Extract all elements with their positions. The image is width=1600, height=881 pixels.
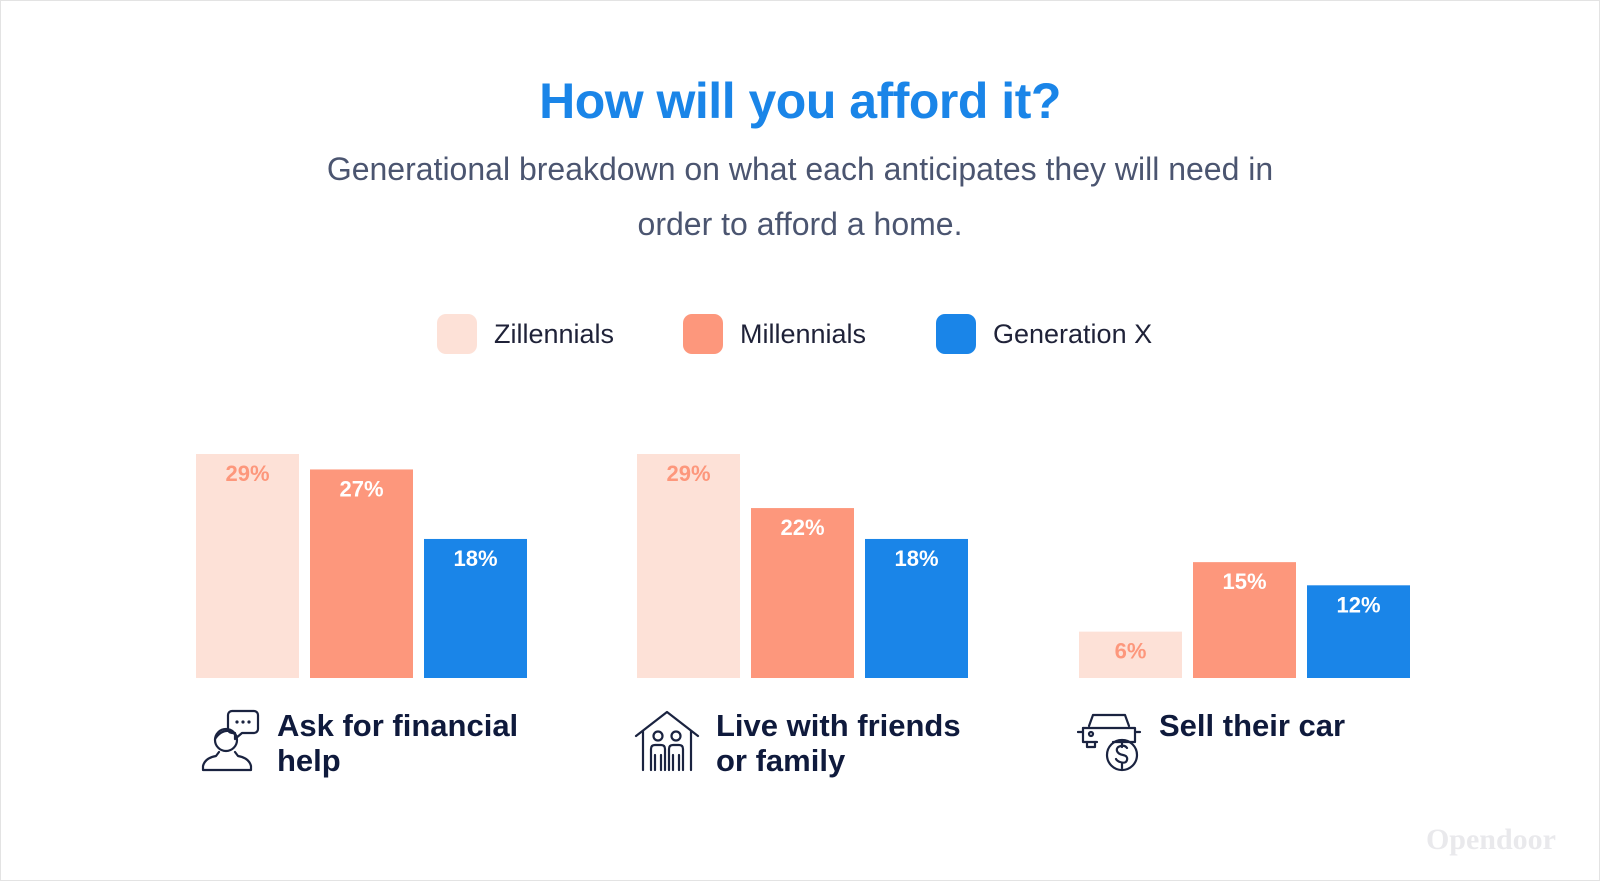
bar-label-millennials-2: 22% <box>780 515 824 540</box>
legend-item-zillennials: Zillennials <box>437 314 614 354</box>
legend-swatch-millennials <box>683 314 723 354</box>
bar-label-zillennials-1: 29% <box>225 461 269 486</box>
bar-label-zillennials-3: 6% <box>1115 639 1147 664</box>
legend-item-millennials: Millennials <box>683 314 866 354</box>
opendoor-logo: Opendoor <box>1425 823 1556 856</box>
category-label: Ask for financial help <box>277 708 519 778</box>
house-family-icon <box>634 710 700 772</box>
legend: Zillennials Millennials Generation X <box>0 314 1600 354</box>
legend-label-millennials: Millennials <box>740 318 867 349</box>
category-ask-for-financial-help: Ask for financial help <box>195 708 537 778</box>
person-speech-bubble-icon <box>201 709 260 772</box>
category-live-with-friends-or-family: Live with friends or family <box>634 708 976 778</box>
legend-swatch-generation-x <box>936 314 976 354</box>
bar-zillennials-2 <box>637 454 740 678</box>
chart-title: How will you afford it? <box>539 73 1061 129</box>
bar-label-generation-x-1: 18% <box>453 546 497 571</box>
chart-subtitle: Generational breakdown on what each anti… <box>326 151 1274 242</box>
car-dollar-icon <box>1077 713 1142 772</box>
category-label: Sell their car <box>1159 708 1346 743</box>
bar-label-generation-x-2: 18% <box>894 546 938 571</box>
bar-zillennials-3 <box>1079 631 1182 678</box>
legend-label-generation-x: Generation X <box>993 318 1153 349</box>
bar-millennials-1 <box>310 469 413 678</box>
bar-label-millennials-1: 27% <box>339 476 383 501</box>
bar-millennials-3 <box>1193 562 1296 678</box>
bar-generation-x-3 <box>1307 585 1410 678</box>
bar-generation-x-2 <box>865 538 968 678</box>
bar-label-millennials-3: 15% <box>1222 569 1266 594</box>
category-label: Live with friends or family <box>716 708 961 778</box>
legend-label-zillennials: Zillennials <box>494 318 615 349</box>
bar-label-zillennials-2: 29% <box>666 461 710 486</box>
bar-millennials-2 <box>751 508 854 678</box>
bar-zillennials-1 <box>196 454 299 678</box>
bar-label-generation-x-3: 12% <box>1336 592 1380 617</box>
bar-generation-x-1 <box>424 538 527 678</box>
legend-item-generation-x: Generation X <box>936 314 1152 354</box>
legend-swatch-zillennials <box>437 314 477 354</box>
category-sell-their-car: Sell their car <box>1077 708 1419 774</box>
